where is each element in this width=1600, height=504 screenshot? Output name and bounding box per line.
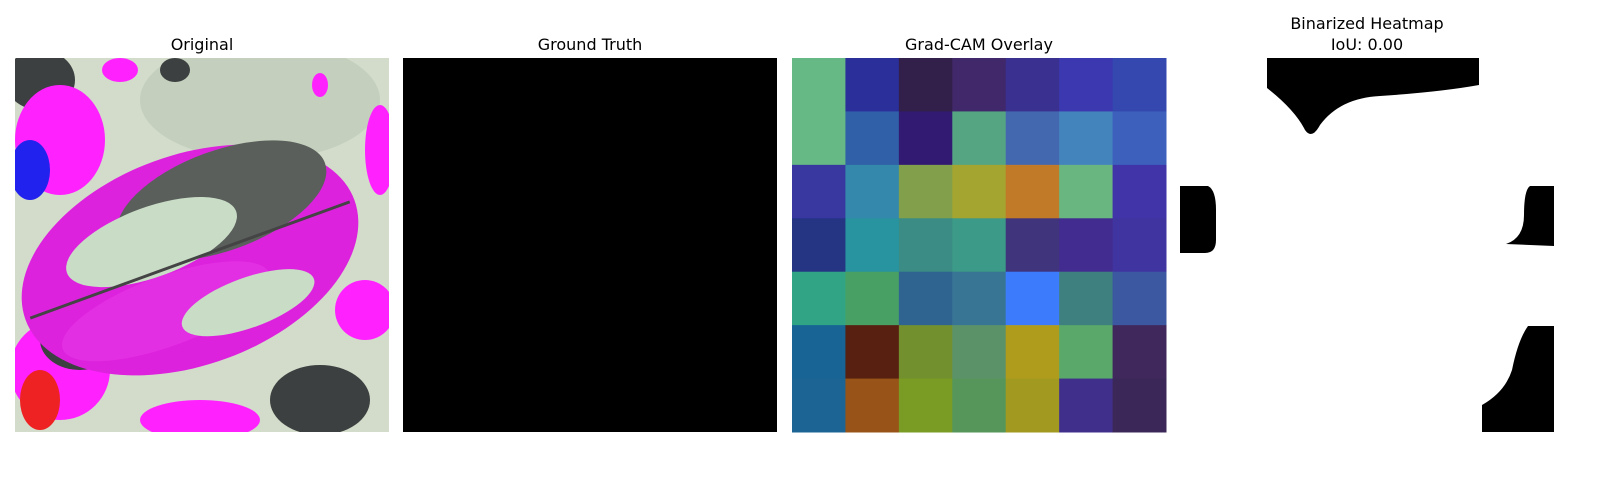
gradcam-cell	[1059, 111, 1114, 166]
gradcam-cell	[845, 271, 900, 326]
gradcam-cell	[898, 325, 953, 380]
gradcam-cell	[952, 271, 1007, 326]
gradcam-cell	[1005, 111, 1060, 166]
gradcam-cell	[792, 111, 846, 166]
gradcam-cell	[898, 111, 953, 166]
gradcam-cell	[952, 378, 1007, 433]
gradcam-cell	[1112, 164, 1167, 219]
gradcam-cell	[1005, 218, 1060, 273]
gradcam-cell	[952, 111, 1007, 166]
gradcam-cell	[1059, 164, 1114, 219]
gradcam-cell	[952, 164, 1007, 219]
gradcam-cell	[792, 58, 846, 112]
gradcam-cell	[1005, 378, 1060, 433]
gradcam-cell	[1112, 378, 1167, 433]
gradcam-cell	[845, 58, 900, 112]
gradcam-cell	[1059, 325, 1114, 380]
gradcam-cell	[792, 325, 846, 380]
gradcam-cell	[792, 378, 846, 433]
ground-truth-mask	[403, 58, 777, 432]
gradcam-cell	[845, 325, 900, 380]
gradcam-cell	[792, 271, 846, 326]
gradcam-cell	[898, 218, 953, 273]
gradcam-cell	[952, 218, 1007, 273]
panel-title: Original	[171, 35, 234, 54]
gradcam-cell	[1005, 58, 1060, 112]
gradcam-cell	[1112, 271, 1167, 326]
gradcam-cell	[898, 271, 953, 326]
gradcam-cell	[1059, 378, 1114, 433]
binarized-heatmap	[1180, 58, 1554, 432]
gradcam-cell	[1112, 218, 1167, 273]
panel-title: Ground Truth	[538, 35, 643, 54]
gradcam-cell	[898, 164, 953, 219]
panel-title: Binarized Heatmap	[1290, 14, 1443, 33]
panel-title: Grad-CAM Overlay	[905, 35, 1053, 54]
gradcam-cell	[1112, 58, 1167, 112]
gradcam-cell	[1059, 271, 1114, 326]
gradcam-cell	[845, 378, 900, 433]
gradcam-cell	[1005, 271, 1060, 326]
panel-subtitle: IoU: 0.00	[1331, 35, 1403, 54]
gradcam-cell	[1112, 111, 1167, 166]
gradcam-cell	[952, 325, 1007, 380]
gradcam-cell	[845, 111, 900, 166]
gradcam-cell	[1059, 58, 1114, 112]
gradcam-cell	[792, 218, 846, 273]
gradcam-cell	[1059, 218, 1114, 273]
gradcam-grid	[792, 58, 1167, 433]
gradcam-cell	[952, 58, 1007, 112]
gradcam-cell	[1112, 325, 1167, 380]
gradcam-cell	[1005, 164, 1060, 219]
gradcam-cell	[898, 378, 953, 433]
gradcam-cell	[1005, 325, 1060, 380]
gradcam-cell	[792, 164, 846, 219]
gradcam-cell	[845, 218, 900, 273]
gradcam-cell	[845, 164, 900, 219]
original-image	[15, 58, 389, 432]
gradcam-cell	[898, 58, 953, 112]
